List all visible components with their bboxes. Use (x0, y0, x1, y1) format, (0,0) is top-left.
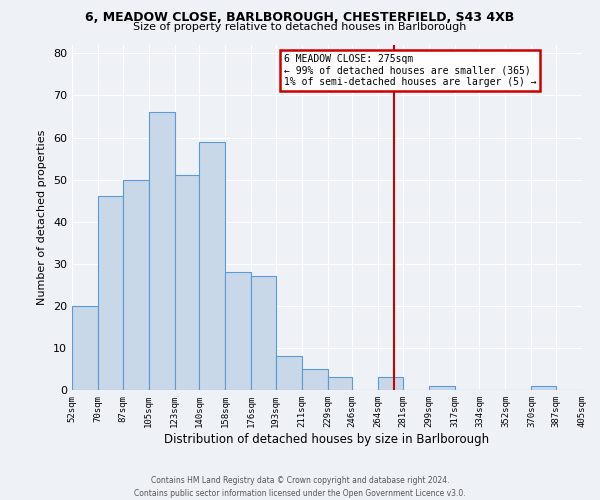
Bar (302, 369, 328, 390)
Bar (175, 176, 199, 390)
Bar (532, 386, 556, 390)
Bar (199, 142, 225, 390)
Bar (276, 356, 302, 390)
Bar (72, 306, 98, 390)
Bar (251, 276, 276, 390)
Text: 6 MEADOW CLOSE: 275sqm
← 99% of detached houses are smaller (365)
1% of semi-det: 6 MEADOW CLOSE: 275sqm ← 99% of detached… (284, 54, 536, 87)
Bar (378, 378, 403, 390)
Text: Size of property relative to detached houses in Barlborough: Size of property relative to detached ho… (133, 22, 467, 32)
Bar (429, 386, 455, 390)
X-axis label: Distribution of detached houses by size in Barlborough: Distribution of detached houses by size … (164, 432, 490, 446)
Text: 6, MEADOW CLOSE, BARLBOROUGH, CHESTERFIELD, S43 4XB: 6, MEADOW CLOSE, BARLBOROUGH, CHESTERFIE… (85, 11, 515, 24)
Bar (98, 196, 122, 390)
Y-axis label: Number of detached properties: Number of detached properties (37, 130, 47, 305)
Text: Contains HM Land Registry data © Crown copyright and database right 2024.
Contai: Contains HM Land Registry data © Crown c… (134, 476, 466, 498)
Bar (149, 112, 175, 390)
Bar (328, 378, 352, 390)
Bar (225, 272, 251, 390)
Bar (122, 180, 149, 390)
